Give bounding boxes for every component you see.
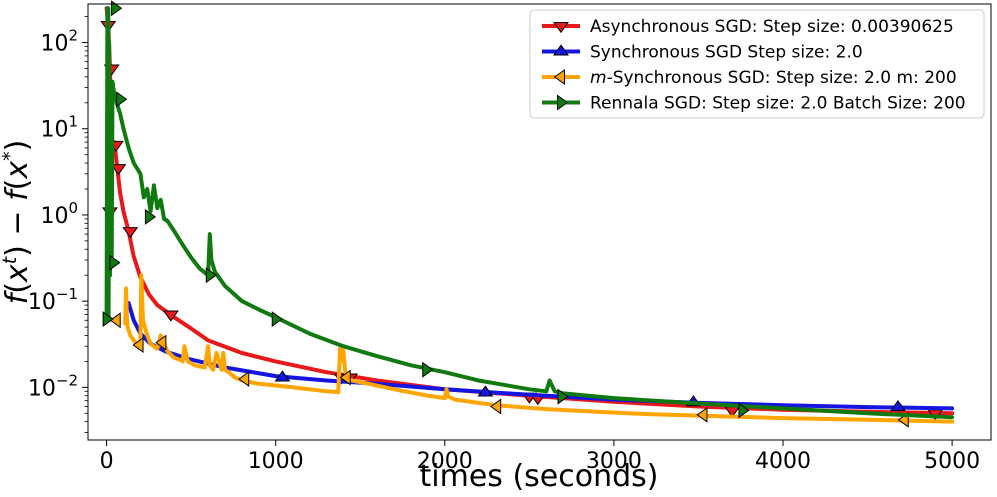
legend-entry: m-Synchronous SGD: Step size: 2.0 m: 200 xyxy=(542,68,957,88)
y-tick-label: 102 xyxy=(40,27,78,57)
series-marker xyxy=(557,388,569,405)
legend: Asynchronous SGD: Step size: 0.00390625 S… xyxy=(529,9,985,119)
series-marker xyxy=(339,369,351,386)
series-marker xyxy=(109,312,121,329)
x-tick-label: 4000 xyxy=(755,449,811,474)
x-tick-label: 5000 xyxy=(924,449,980,474)
series-marker xyxy=(109,254,121,271)
y-tick-label: 100 xyxy=(40,199,78,229)
series-marker xyxy=(696,406,708,423)
series-4 xyxy=(102,0,955,420)
x-tick-label: 2000 xyxy=(417,449,473,474)
legend-entry: Synchronous SGD Step size: 2.0 xyxy=(542,43,863,63)
legend-label: m-Synchronous SGD: Step size: 2.0 m: 200 xyxy=(590,68,957,88)
series-marker xyxy=(890,399,906,412)
legend-entry: Rennala SGD: Step size: 2.0 Batch Size: … xyxy=(542,94,966,114)
series-layer xyxy=(100,0,955,428)
x-axis-title: times (seconds) xyxy=(420,459,659,494)
y-axis-title-sup-t: t xyxy=(0,255,21,264)
x-tick-label: 0 xyxy=(100,449,114,474)
series-marker xyxy=(111,0,123,17)
series-marker xyxy=(110,164,127,176)
legend-entry: Asynchronous SGD: Step size: 0.00390625 xyxy=(542,17,954,37)
legend-box xyxy=(529,9,985,119)
series-marker xyxy=(122,227,139,239)
series-marker xyxy=(490,398,502,415)
y-axis-title-sup-star: * xyxy=(0,151,21,161)
series-marker xyxy=(477,385,494,397)
series-marker xyxy=(274,370,291,382)
x-tick-label: 1000 xyxy=(248,449,304,474)
plot-frame xyxy=(87,3,992,441)
series-marker xyxy=(738,402,750,419)
series-marker xyxy=(155,334,167,351)
legend-label: Synchronous SGD Step size: 2.0 xyxy=(590,43,863,63)
legend-label: Rennala SGD: Step size: 2.0 Batch Size: … xyxy=(590,94,966,114)
x-tick-label: 3000 xyxy=(586,449,642,474)
series-marker xyxy=(205,267,217,284)
legend-marker xyxy=(553,44,569,56)
series-line xyxy=(123,273,955,424)
series-marker xyxy=(102,311,114,328)
legend-marker xyxy=(557,94,569,111)
series-marker xyxy=(132,337,144,353)
series-3 xyxy=(109,273,955,428)
legend-marker xyxy=(553,22,569,34)
series-marker xyxy=(422,361,434,378)
axes-layer: 0 1000 2000 3000 4000 5000 10−2 10−1 100 101 102 xyxy=(28,16,980,474)
y-axis-title: f(xt) − f(x*) xyxy=(0,140,35,305)
y-tick-label: 10−1 xyxy=(28,285,78,315)
series-marker xyxy=(116,91,128,108)
legend-label: Asynchronous SGD: Step size: 0.00390625 xyxy=(590,17,954,37)
series-marker xyxy=(271,311,283,328)
series-marker xyxy=(162,310,179,322)
y-tick-label: 10−2 xyxy=(28,371,78,401)
series-line xyxy=(104,6,955,420)
series-marker xyxy=(144,208,157,225)
legend-marker xyxy=(553,69,565,85)
y-tick-label: 101 xyxy=(40,113,78,143)
series-marker xyxy=(238,371,250,387)
